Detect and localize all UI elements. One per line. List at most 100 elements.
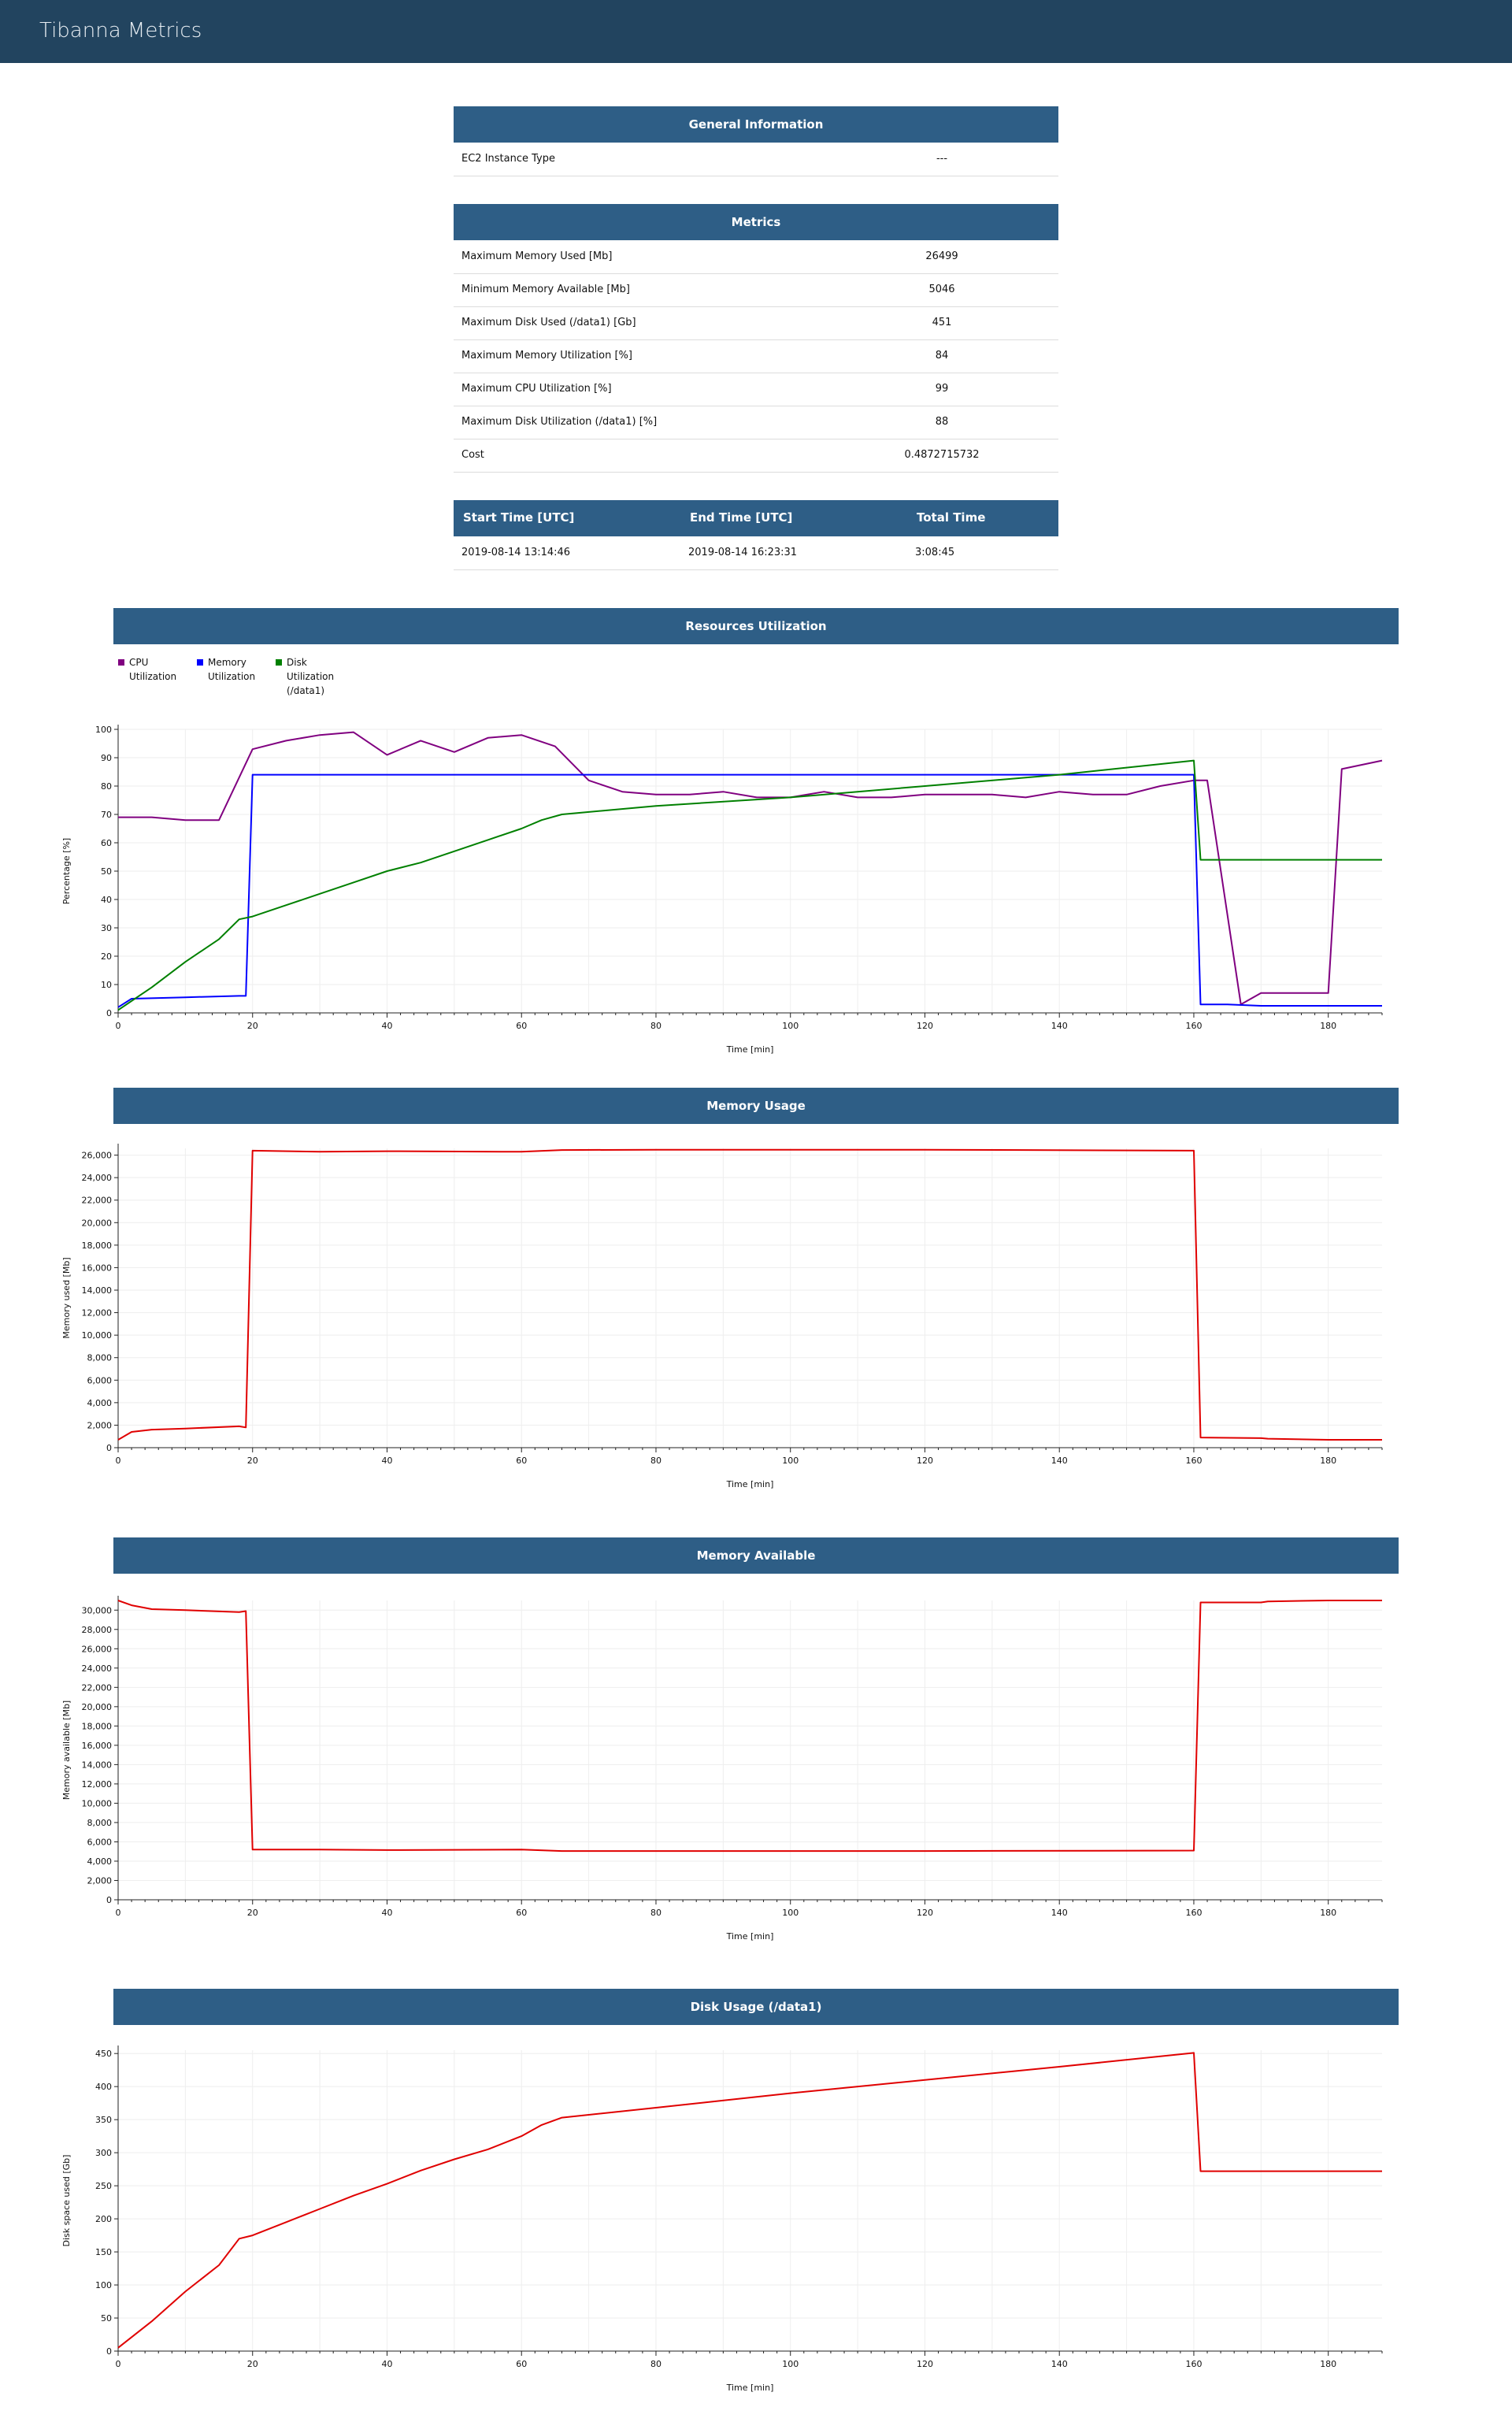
y-tick-label: 0 — [106, 1895, 112, 1905]
series-line-0 — [117, 1148, 1382, 1441]
y-tick-label: 4,000 — [87, 1856, 113, 1867]
x-tick-label: 0 — [116, 1456, 121, 1466]
metrics-row: Maximum Disk Utilization (/data1) [%] 88 — [454, 406, 1058, 439]
y-tick-label: 22,000 — [82, 1196, 113, 1206]
y-tick-label: 10 — [101, 980, 112, 990]
end-time-header: End Time [UTC] — [690, 510, 793, 525]
y-tick-label: 60 — [101, 838, 112, 848]
y-tick-label: 30,000 — [82, 1605, 113, 1615]
y-tick-label: 0 — [106, 1443, 112, 1453]
y-tick-label: 12,000 — [82, 1308, 113, 1318]
y-tick-label: 80 — [101, 781, 112, 792]
y-tick-label: 18,000 — [82, 1721, 113, 1731]
end-time-value: 2019-08-14 16:23:31 — [688, 547, 798, 558]
y-tick-label: 100 — [95, 2280, 112, 2290]
metrics-row-label: Minimum Memory Available [Mb] — [461, 284, 630, 295]
metrics-row: Maximum Memory Utilization [%] 84 — [454, 339, 1058, 373]
y-tick-label: 2,000 — [87, 1875, 113, 1886]
legend-item-cpu[interactable]: CPU Utilization — [118, 655, 184, 684]
legend-item-memory[interactable]: Memory Utilization — [197, 655, 263, 684]
app-title[interactable]: Tibanna Metrics — [39, 19, 202, 43]
metrics-row-value: 26499 — [925, 250, 958, 262]
x-tick-label: 20 — [247, 1456, 258, 1466]
legend-label-memory: Memory Utilization — [208, 657, 256, 682]
y-axis-label: Percentage [%] — [61, 838, 72, 904]
x-tick-label: 0 — [116, 1908, 121, 1918]
x-tick-label: 100 — [782, 1908, 799, 1918]
resources-utilization-title: Resources Utilization — [113, 608, 1399, 644]
x-tick-label: 80 — [650, 1456, 662, 1466]
metrics-row-label: Cost — [461, 449, 484, 461]
general-row-label: EC2 Instance Type — [461, 153, 555, 165]
y-tick-label: 20,000 — [82, 1218, 113, 1228]
start-time-value: 2019-08-14 13:14:46 — [461, 547, 571, 558]
y-tick-label: 90 — [101, 753, 112, 763]
metrics-row-value: 84 — [935, 350, 949, 362]
y-tick-label: 16,000 — [82, 1741, 113, 1751]
metrics-row-value: 451 — [932, 317, 952, 328]
metrics-header: Metrics — [454, 204, 1058, 240]
x-tick-label: 40 — [381, 1021, 392, 1031]
memory-available-title: Memory Available — [113, 1537, 1399, 1574]
series-line-2 — [117, 759, 1382, 1011]
y-tick-label: 6,000 — [87, 1837, 113, 1847]
y-tick-label: 26,000 — [82, 1644, 113, 1654]
metrics-row-value: 88 — [935, 416, 949, 428]
memory-available-chart: 0 2,000 4,000 6,000 8,000 10,000 12,000 14,000 1… — [61, 1596, 1383, 1942]
x-tick-label: 40 — [381, 1456, 392, 1466]
y-tick-label: 8,000 — [87, 1818, 113, 1828]
legend-swatch-memory — [197, 659, 203, 666]
y-tick-label: 150 — [95, 2247, 112, 2257]
x-tick-label: 60 — [516, 2359, 527, 2369]
y-tick-label: 16,000 — [82, 1263, 113, 1273]
x-tick-label: 80 — [650, 2359, 662, 2369]
x-tick-label: 100 — [782, 1021, 799, 1031]
legend-swatch-cpu — [118, 659, 124, 666]
memory-usage-chart: 0 2,000 4,000 6,000 8,000 10,000 12,000 14,000 1… — [61, 1144, 1383, 1489]
resources-utilization-chart: 0 10 20 30 40 50 60 70 80 90 100 0 20 40 60 80 100 120 140… — [61, 725, 1383, 1055]
x-tick-label: 160 — [1185, 1456, 1202, 1466]
metrics-row-label: Maximum Disk Utilization (/data1) [%] — [461, 416, 658, 428]
legend-label-cpu: CPU Utilization — [129, 657, 177, 682]
y-tick-label: 18,000 — [82, 1241, 113, 1251]
y-tick-label: 40 — [101, 895, 112, 905]
x-tick-label: 140 — [1051, 1908, 1068, 1918]
legend-item-disk[interactable]: Disk Utilization (/data1) — [276, 655, 342, 698]
x-tick-label: 0 — [116, 1021, 121, 1031]
y-tick-label: 450 — [95, 2049, 112, 2059]
y-axis-label: Memory used [Mb] — [61, 1257, 72, 1338]
y-tick-label: 20,000 — [82, 1702, 113, 1712]
general-information-header: General Information — [454, 106, 1058, 143]
timing-header: Start Time [UTC] End Time [UTC] Total Ti… — [454, 500, 1058, 536]
x-tick-label: 120 — [917, 1456, 933, 1466]
x-tick-label: 160 — [1185, 2359, 1202, 2369]
y-tick-label: 200 — [95, 2214, 112, 2224]
x-tick-label: 80 — [650, 1908, 662, 1918]
y-tick-label: 8,000 — [87, 1353, 113, 1363]
y-tick-label: 12,000 — [82, 1779, 113, 1790]
metrics-row-label: Maximum Memory Utilization [%] — [461, 350, 632, 362]
total-time-header: Total Time — [917, 510, 986, 525]
y-tick-label: 400 — [95, 2082, 112, 2092]
y-tick-label: 26,000 — [82, 1151, 113, 1161]
metrics-row-value: 99 — [935, 383, 949, 395]
disk-usage-title: Disk Usage (/data1) — [113, 1989, 1399, 2025]
series-line-0 — [117, 1600, 1382, 1853]
y-tick-label: 250 — [95, 2181, 112, 2191]
x-tick-label: 20 — [247, 1908, 258, 1918]
x-tick-label: 100 — [782, 2359, 799, 2369]
x-tick-label: 0 — [116, 2359, 121, 2369]
x-tick-label: 120 — [917, 1908, 933, 1918]
x-tick-label: 180 — [1320, 1456, 1336, 1466]
y-tick-label: 14,000 — [82, 1285, 113, 1296]
x-tick-label: 40 — [381, 2359, 392, 2369]
y-tick-label: 0 — [106, 1008, 112, 1018]
y-tick-label: 10,000 — [82, 1798, 113, 1808]
y-tick-label: 350 — [95, 2115, 112, 2125]
y-tick-label: 70 — [101, 810, 112, 820]
x-tick-label: 180 — [1320, 1908, 1336, 1918]
x-tick-label: 20 — [247, 2359, 258, 2369]
metrics-row-value: 5046 — [928, 284, 955, 295]
y-tick-label: 10,000 — [82, 1330, 113, 1341]
y-tick-label: 50 — [101, 866, 112, 877]
